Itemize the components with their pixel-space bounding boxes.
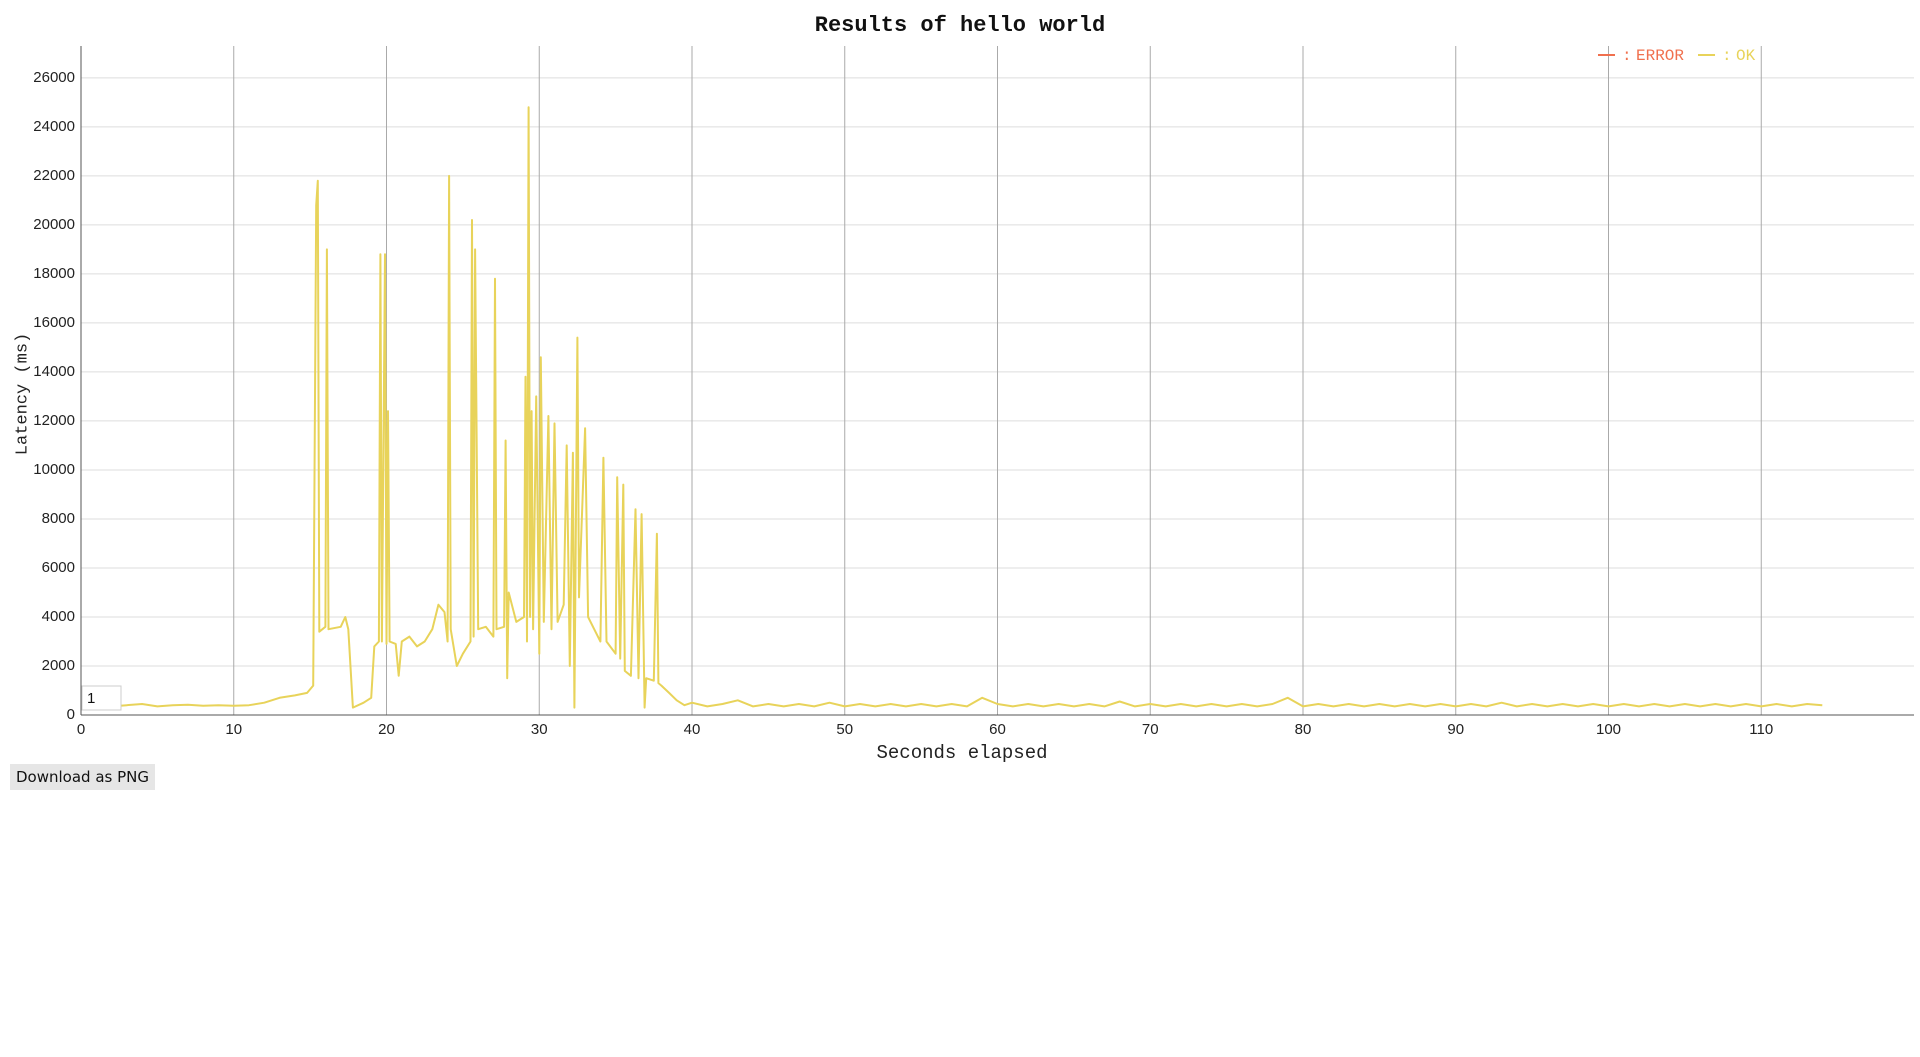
y-tick-label: 24000 bbox=[33, 118, 75, 135]
y-tick-label: 26000 bbox=[33, 69, 75, 86]
legend-label: ERROR bbox=[1636, 47, 1684, 65]
y-tick-label: 18000 bbox=[33, 265, 75, 282]
legend-sep: : bbox=[1622, 47, 1632, 65]
x-tick-label: 110 bbox=[1749, 721, 1773, 738]
x-tick-label: 50 bbox=[836, 721, 853, 738]
y-axis-label: Latency (ms) bbox=[13, 333, 32, 455]
y-tick-label: 16000 bbox=[33, 314, 75, 331]
x-tick-label: 60 bbox=[989, 721, 1006, 738]
x-tick-label: 30 bbox=[531, 721, 548, 738]
x-tick-label: 80 bbox=[1295, 721, 1312, 738]
legend-label: OK bbox=[1736, 47, 1756, 65]
x-axis-label: Seconds elapsed bbox=[876, 742, 1047, 764]
y-tick-label: 4000 bbox=[42, 608, 75, 625]
y-tick-label: 12000 bbox=[33, 412, 75, 429]
x-tick-label: 90 bbox=[1447, 721, 1464, 738]
x-tick-label: 40 bbox=[684, 721, 701, 738]
plot-area bbox=[81, 106, 1823, 709]
y-tick-label: 10000 bbox=[33, 461, 75, 478]
x-tick-label: 0 bbox=[77, 721, 85, 738]
legend: : ERROR: OK bbox=[1598, 47, 1756, 65]
y-tick-label: 6000 bbox=[42, 559, 75, 576]
legend-sep: : bbox=[1722, 47, 1732, 65]
x-tick-label: 20 bbox=[378, 721, 395, 738]
y-tick-label: 20000 bbox=[33, 216, 75, 233]
download-button[interactable]: Download as PNG bbox=[10, 764, 155, 790]
y-tick-label: 8000 bbox=[42, 510, 75, 527]
y-tick-label: 22000 bbox=[33, 167, 75, 184]
chart: Results of hello world Seconds elapsed L… bbox=[13, 13, 1914, 764]
y-tick-label: 0 bbox=[67, 706, 75, 723]
y-tick-label: 14000 bbox=[33, 363, 75, 380]
x-tick-label: 100 bbox=[1596, 721, 1621, 738]
y-tick-label: 2000 bbox=[42, 657, 75, 674]
chart-title: Results of hello world bbox=[815, 13, 1105, 38]
x-tick-label: 70 bbox=[1142, 721, 1159, 738]
zoom-box[interactable] bbox=[81, 685, 122, 711]
x-tick-label: 10 bbox=[225, 721, 242, 738]
zoom-value[interactable]: 1 bbox=[87, 690, 95, 707]
series-line bbox=[81, 106, 1823, 709]
